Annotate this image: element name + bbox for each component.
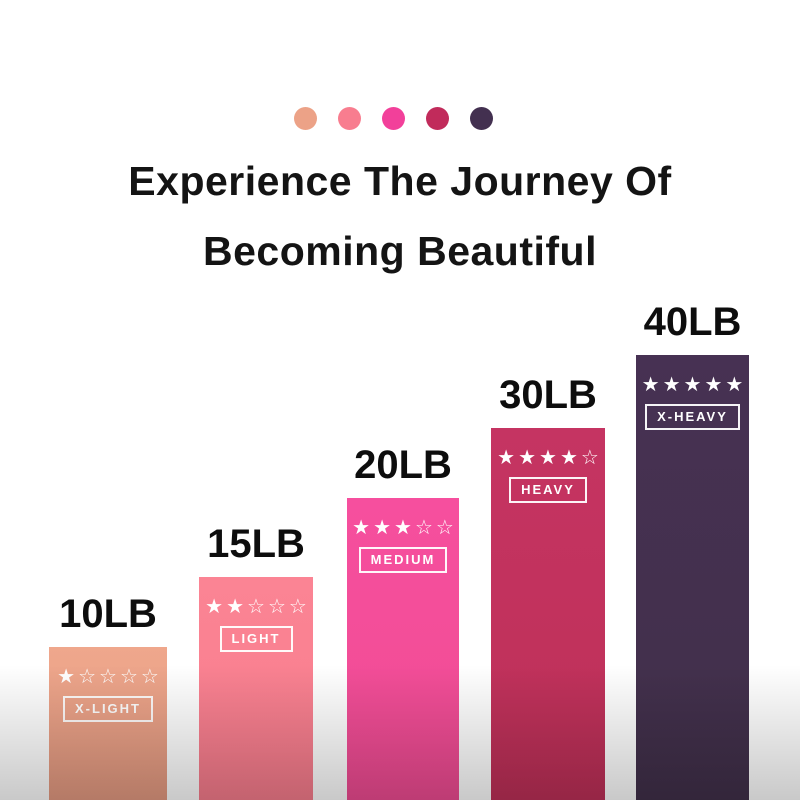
star-rating: ★★★★☆ (497, 447, 602, 469)
star-rating: ★☆☆☆☆ (57, 666, 162, 688)
bar-40lb: 40LB ★★★★★ X-HEAVY (636, 302, 749, 800)
star-rating: ★★★☆☆ (352, 517, 457, 539)
weight-label: 15LB (207, 522, 305, 566)
weight-label: 20LB (354, 443, 452, 487)
x-light-color-dot (293, 107, 317, 130)
weight-label: 30LB (499, 373, 597, 417)
title-line-2: Becoming Beautiful (203, 228, 597, 274)
medium-color-dot (381, 107, 405, 130)
strength-badge: MEDIUM (358, 547, 448, 573)
strength-badge: HEAVY (509, 477, 587, 503)
title-line-1: Experience The Journey Of (128, 158, 672, 204)
strength-badge: X-LIGHT (63, 696, 153, 722)
star-rating: ★★☆☆☆ (205, 596, 310, 618)
weight-label: 40LB (643, 300, 742, 344)
page-title: Experience The Journey Of Becoming Beaut… (0, 146, 800, 286)
bar-20lb: 20LB ★★★☆☆ MEDIUM (347, 445, 459, 800)
bar-30lb: 30LB ★★★★☆ HEAVY (491, 375, 605, 800)
strength-badge: X-HEAVY (645, 404, 740, 430)
bar-10lb: 10LB ★☆☆☆☆ X-LIGHT (49, 594, 167, 800)
color-palette-dots (0, 107, 793, 130)
light-color-dot (337, 107, 361, 130)
bar-15lb: 15LB ★★☆☆☆ LIGHT (199, 524, 313, 800)
star-rating: ★★★★★ (641, 374, 747, 396)
x-heavy-color-dot (469, 107, 493, 130)
weight-label: 10LB (59, 592, 157, 636)
heavy-color-dot (425, 107, 449, 130)
strength-badge: LIGHT (219, 626, 293, 652)
